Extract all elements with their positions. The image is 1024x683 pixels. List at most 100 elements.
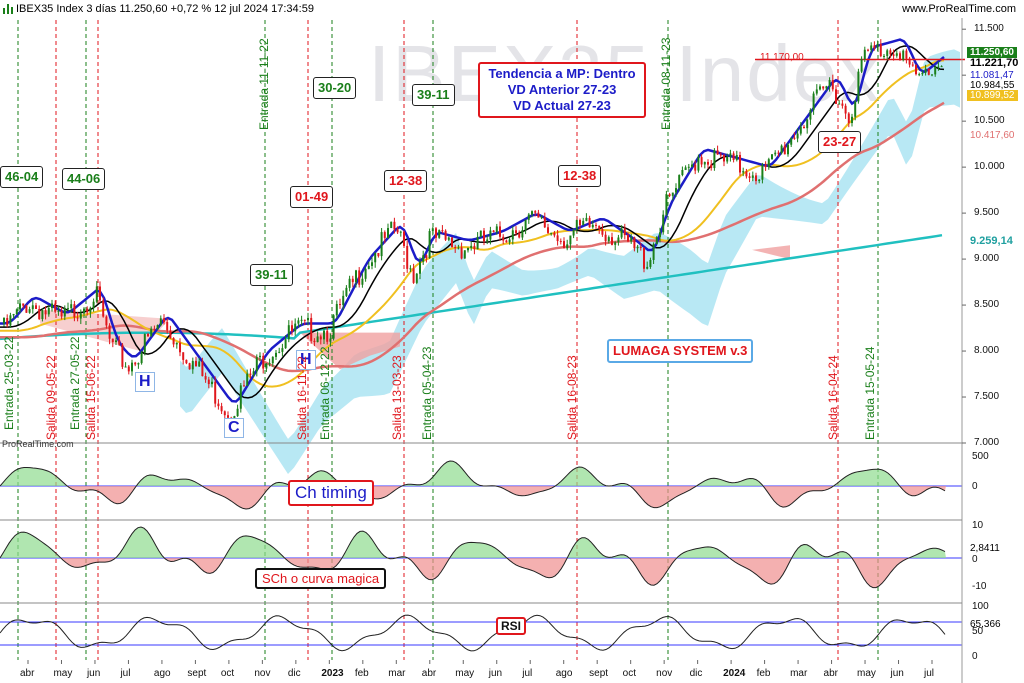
candle-body <box>83 308 85 314</box>
chart-canvas[interactable] <box>0 18 1024 683</box>
candle-body <box>9 315 12 326</box>
candle-body <box>214 381 217 404</box>
score-box: 12-38 <box>384 170 428 192</box>
candle-body <box>310 317 313 341</box>
candle-body <box>127 366 130 372</box>
candle-body <box>121 344 124 367</box>
panel-y-tick-label: 0 <box>972 481 978 492</box>
candle-body <box>486 239 489 242</box>
candle-body <box>207 379 210 385</box>
candle-body <box>470 245 473 248</box>
candle-body <box>860 59 863 72</box>
candle-body <box>588 217 591 228</box>
candle-body <box>627 235 629 242</box>
candle-body <box>815 89 818 94</box>
candle-body <box>150 328 153 337</box>
candle-body <box>659 232 661 238</box>
candle-body <box>124 366 127 368</box>
candle-body <box>163 318 165 323</box>
trend-line-3: VD Actual 27-23 <box>513 98 611 113</box>
candle-body <box>409 268 412 270</box>
candle-body <box>329 338 332 342</box>
candle-body <box>262 355 265 369</box>
candle-body <box>105 316 108 326</box>
score-box: 39-11 <box>250 264 293 286</box>
candle-body <box>777 152 780 154</box>
level-line-label: 11.170,00 <box>760 52 804 63</box>
candle-body <box>787 144 789 155</box>
candle-body <box>652 243 655 260</box>
signal-label-entry: Entrada 06-12-22 <box>318 346 332 440</box>
candle-body <box>137 363 140 365</box>
candle-body <box>374 252 377 263</box>
price-tag: 10.417,60 <box>970 130 1015 141</box>
candle-body <box>681 170 684 176</box>
candle-body <box>819 86 821 90</box>
candle-body <box>281 348 284 352</box>
y-tick-label: 10.500 <box>974 115 1005 127</box>
candle-body <box>617 237 620 243</box>
candle-body <box>575 220 578 230</box>
candle-body <box>505 240 508 243</box>
candle-body <box>12 314 15 316</box>
candle-body <box>47 308 50 315</box>
candle-body <box>739 155 741 173</box>
candle-body <box>259 355 261 358</box>
candle-body <box>908 58 911 65</box>
cloud-band-down <box>40 309 170 352</box>
trend-line-1: Tendencia a MP: Dentro <box>488 66 636 81</box>
signal-label-entry: Entrada 25-03-22 <box>2 336 16 430</box>
x-tick-label: abr <box>421 668 437 679</box>
signal-label-entry: Entrada 11-11-22 <box>257 38 271 130</box>
sch-last-value: 2,8411 <box>970 543 1000 554</box>
candle-body <box>217 403 220 407</box>
candle-body <box>633 237 636 249</box>
candle-body <box>275 352 277 357</box>
candle-body <box>761 164 764 180</box>
rsi-line <box>0 614 946 652</box>
trend-box: Tendencia a MP: Dentro VD Anterior 27-23… <box>478 62 646 118</box>
candle-body <box>579 220 581 226</box>
candle-body <box>70 304 73 309</box>
cloud-band-down <box>300 332 400 370</box>
x-tick-label: ago <box>153 668 171 679</box>
panel-y-tick-label: 100 <box>972 601 989 612</box>
candle-body <box>870 45 873 50</box>
candle-body <box>92 301 95 308</box>
signal-label-exit: Salida 15-06-22 <box>84 355 98 440</box>
candle-body <box>358 270 361 285</box>
candle-body <box>185 359 188 364</box>
candle-body <box>271 356 274 364</box>
y-tick-label: 10.000 <box>974 161 1005 173</box>
candle-body <box>534 211 537 213</box>
x-tick-label: jun <box>86 668 101 679</box>
candle-body <box>671 192 674 196</box>
candle-body <box>924 68 927 73</box>
candle-body <box>831 80 834 90</box>
candle-body <box>639 246 642 248</box>
candle-body <box>393 221 396 230</box>
candle-body <box>291 325 293 332</box>
site-link[interactable]: www.ProRealTime.com <box>902 3 1016 15</box>
candle-body <box>531 211 533 215</box>
candle-body <box>265 363 268 369</box>
x-tick-label: ago <box>555 668 573 679</box>
candle-body <box>159 318 162 326</box>
candle-body <box>931 74 933 76</box>
candle-body <box>905 50 908 59</box>
candle-body <box>828 80 831 87</box>
chart-header: IBEX35 Index 3 días 11.250,60 +0,72 % 12… <box>0 0 1024 18</box>
candle-body <box>889 50 892 55</box>
candle-body <box>195 360 197 367</box>
candle-body <box>940 66 943 68</box>
x-tick-label: may <box>857 668 876 679</box>
candle-body <box>918 74 921 76</box>
candle-body <box>553 232 556 236</box>
candle-body <box>428 231 431 258</box>
score-box: 44-06 <box>62 168 106 190</box>
candle-body <box>377 252 380 257</box>
candle-body <box>867 49 869 51</box>
y-tick-label: 9.500 <box>974 207 1000 219</box>
candle-body <box>102 300 105 317</box>
candle-body <box>67 308 69 310</box>
